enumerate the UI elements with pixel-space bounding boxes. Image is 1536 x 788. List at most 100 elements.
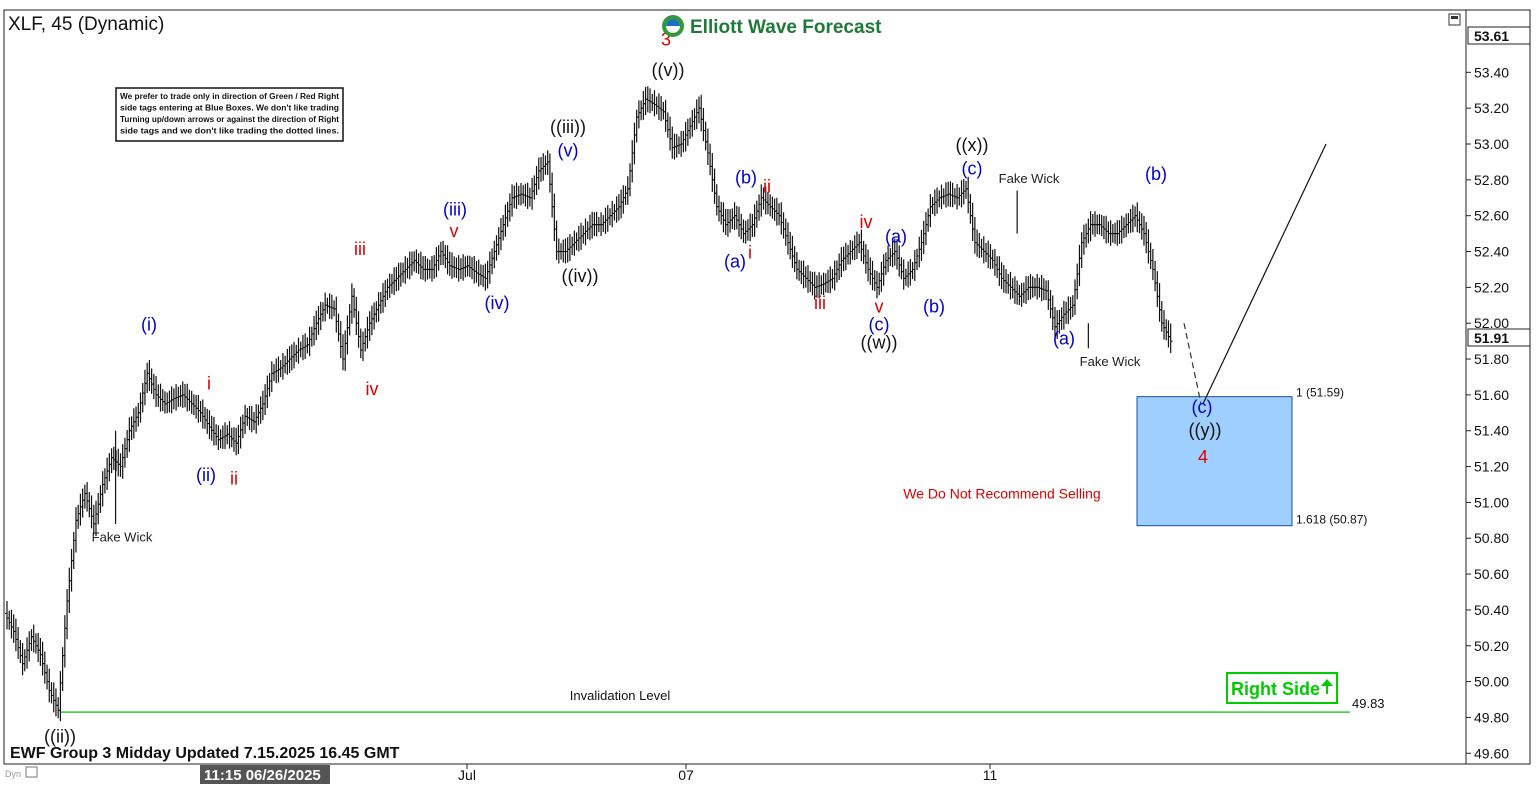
up-arrow-icon — [1321, 679, 1333, 694]
trading-note-line: Turning up/down arrows or against the di… — [120, 115, 339, 124]
cursor-time-box — [200, 765, 330, 784]
wave-label: (c) — [869, 314, 890, 334]
wave-label: ii — [763, 176, 771, 196]
wave-labels: ((ii))(i)(ii)iiiiiiiv(iii)v(iv)((iii))(v… — [44, 29, 1221, 746]
trading-note-line: side tags entering at Blue Boxes. We don… — [120, 104, 339, 113]
price-tag-current-text: 51.91 — [1474, 330, 1509, 346]
corner-label: Dyn — [5, 769, 21, 779]
x-tick-label: Jul — [458, 767, 476, 783]
y-tick-label: 49.60 — [1474, 745, 1509, 761]
brand-logo: Elliott Wave Forecast — [662, 15, 882, 38]
wave-label: 4 — [1198, 447, 1208, 467]
y-tick-label: 50.40 — [1474, 602, 1509, 618]
projection-solid — [1202, 143, 1327, 405]
cursor-time-text: 11:15 06/26/2025 — [204, 767, 321, 784]
wave-label: iv — [366, 379, 379, 399]
maximize-icon — [1448, 13, 1461, 26]
wave-label: ((iii)) — [550, 117, 586, 137]
blue-box-top-label: 1 (51.59) — [1296, 386, 1344, 400]
wave-label: (i) — [141, 314, 157, 334]
chart-title: XLF, 45 (Dynamic) — [8, 14, 164, 35]
x-tick-label: 07 — [678, 767, 694, 783]
update-label: EWF Group 3 Midday Updated 7.15.2025 16.… — [10, 745, 400, 762]
wave-label: ((x)) — [956, 135, 989, 155]
y-tick-label: 50.60 — [1474, 566, 1509, 582]
price-tag-top: 53.61 — [1467, 26, 1531, 45]
y-tick-label: 51.60 — [1474, 387, 1509, 403]
y-tick-label: 52.40 — [1474, 244, 1509, 260]
wave-label: iii — [354, 239, 366, 259]
y-tick-label: 49.80 — [1474, 709, 1509, 725]
trading-note-line: side tags and we don't like trading the … — [120, 127, 339, 136]
y-tick-label: 52.20 — [1474, 279, 1509, 295]
wave-label: ((y)) — [1189, 420, 1222, 440]
y-tick-label: 52.80 — [1474, 172, 1509, 188]
projection-dashed — [1183, 323, 1202, 404]
blue-box: 1 (51.59) 1.618 (50.87) — [1136, 386, 1367, 527]
wave-label: i — [748, 243, 752, 263]
trading-note: We prefer to trade only in direction of … — [115, 87, 344, 142]
wave-label: (b) — [923, 296, 945, 316]
wave-label: (b) — [1145, 164, 1167, 184]
y-tick-label: 51.80 — [1474, 351, 1509, 367]
wave-label: i — [207, 374, 211, 394]
wave-label: (ii) — [196, 465, 216, 485]
right-side-tag-box — [1226, 672, 1338, 704]
trading-note-line: We prefer to trade only in direction of … — [120, 92, 339, 101]
wave-label: (iii) — [443, 200, 467, 220]
price-tag-current: 51.91 — [1467, 328, 1531, 347]
right-side-tag-text: Right Side — [1231, 679, 1320, 699]
wave-label: (v) — [558, 141, 579, 161]
no-sell-note: We Do Not Recommend Selling — [903, 485, 1100, 501]
wave-label: ((iv)) — [562, 266, 599, 286]
invalidation-label: Invalidation Level — [570, 688, 671, 703]
brand-logo-icon-arc — [666, 19, 680, 26]
wave-label: (c) — [962, 158, 983, 178]
wave-label: iv — [860, 212, 873, 232]
y-tick-label: 52.60 — [1474, 208, 1509, 224]
y-tick-label: 51.00 — [1474, 494, 1509, 510]
brand-name: Elliott Wave Forecast — [690, 17, 882, 38]
y-tick-label: 53.20 — [1474, 100, 1509, 116]
corner-toggle-icon — [25, 766, 38, 778]
x-tick-label: 11 — [983, 767, 998, 783]
wave-label: ((v)) — [652, 60, 685, 80]
y-tick-label: 52.00 — [1474, 315, 1509, 331]
wave-label: (a) — [724, 252, 746, 272]
y-axis-panel — [1465, 9, 1531, 765]
y-tick-label: 50.20 — [1474, 638, 1509, 654]
wave-label: ((w)) — [861, 332, 898, 352]
wave-label: v — [450, 221, 459, 241]
right-side-tag: Right Side — [1226, 672, 1338, 704]
trading-note-box — [115, 87, 344, 142]
wave-label: ((ii)) — [44, 727, 76, 747]
price-tag-top-box — [1467, 26, 1531, 45]
wave-label: 3 — [661, 29, 671, 49]
y-tick-label: 53.40 — [1474, 64, 1509, 80]
wave-label: (a) — [885, 227, 907, 247]
blue-box-bottom-label: 1.618 (50.87) — [1296, 513, 1367, 527]
wave-label: (iv) — [485, 293, 510, 313]
wave-label: ii — [230, 468, 238, 488]
y-tick-label: 53.00 — [1474, 136, 1509, 152]
wave-label: (a) — [1053, 329, 1075, 349]
y-tick-label: 51.40 — [1474, 423, 1509, 439]
price-bars — [5, 86, 1173, 722]
wave-label: v — [875, 296, 884, 316]
fake-wick-label: Fake Wick — [999, 171, 1060, 186]
y-tick-label: 50.00 — [1474, 674, 1509, 690]
price-tag-current-box — [1467, 328, 1531, 347]
invalidation-value: 49.83 — [1352, 696, 1385, 711]
fake-wick-label: Fake Wick — [1080, 354, 1141, 369]
y-axis-ticks: 53.40 53.20 53.00 52.80 52.60 52.40 52.20 52.00… — [1466, 64, 1509, 761]
cursor-time: 11:15 06/26/2025 — [200, 765, 330, 784]
wave-label: iii — [814, 293, 826, 313]
blue-box-rect — [1136, 396, 1293, 527]
fake-wick-label: Fake Wick — [92, 529, 153, 544]
y-tick-label: 51.20 — [1474, 459, 1509, 475]
wave-label: (b) — [735, 167, 757, 187]
price-tag-top-text: 53.61 — [1474, 28, 1509, 44]
wave-label: (c) — [1192, 397, 1213, 417]
